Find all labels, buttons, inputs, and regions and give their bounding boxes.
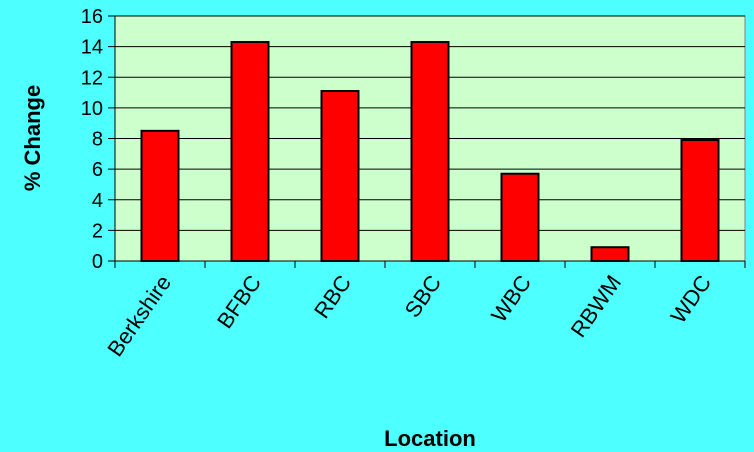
bar-rbc [320, 90, 360, 262]
x-tick-label: WBC [486, 270, 536, 326]
x-tick-label: RBC [309, 270, 356, 322]
x-tick-labels: Berkshire BFBC RBC SBC WBC RBWM WDC [102, 270, 716, 361]
x-tick-label: RBWM [566, 271, 626, 342]
x-tick-label: SBC [400, 270, 446, 321]
y-tick-label: 14 [81, 37, 103, 59]
y-tick-label: 12 [81, 67, 103, 89]
y-tick-label: 0 [92, 251, 103, 273]
y-tick-label: 8 [92, 129, 103, 151]
axes [108, 15, 746, 268]
y-tick-labels: 0 2 4 6 8 10 12 14 16 [81, 6, 103, 273]
x-axis-title: Location [384, 426, 476, 451]
x-tick-label: BFBC [212, 270, 266, 332]
y-tick-label: 2 [92, 220, 103, 242]
y-tick-label: 6 [92, 159, 103, 181]
x-tick-label: WDC [665, 270, 716, 327]
bar-wbc [500, 172, 540, 262]
bar-bfbc [230, 41, 270, 262]
y-tick-label: 4 [92, 190, 103, 212]
bars [140, 41, 720, 262]
bar-wdc [680, 139, 720, 262]
y-axis-title: % Change [20, 85, 45, 191]
y-tick-label: 10 [81, 98, 103, 120]
bar-berkshire [140, 129, 180, 262]
bar-sbc [410, 41, 450, 262]
y-tick-label: 16 [81, 6, 103, 28]
bar-rbwm [590, 246, 630, 262]
x-tick-label: Berkshire [102, 271, 176, 361]
